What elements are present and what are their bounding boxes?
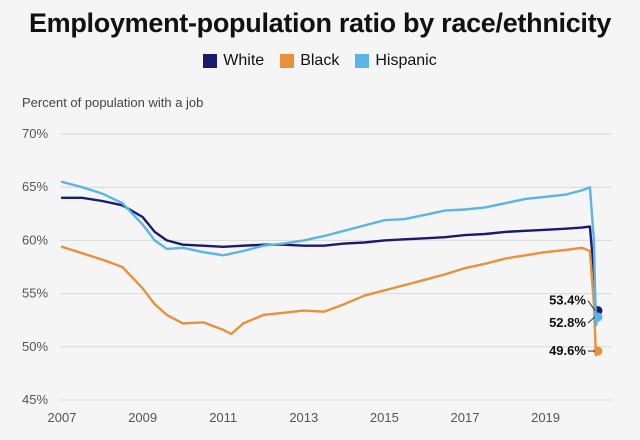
legend-swatch-hispanic (355, 54, 370, 68)
legend-label-hispanic: Hispanic (375, 52, 437, 69)
y-tick-label: 55% (22, 286, 48, 301)
x-tick-label: 2017 (451, 410, 480, 425)
end-label-hispanic: 52.8% (549, 315, 586, 330)
x-tick-label: 2019 (531, 410, 560, 425)
legend-label-white: White (223, 52, 265, 69)
y-tick-label: 65% (22, 179, 48, 194)
end-label-white: 53.4% (549, 293, 586, 308)
chart-title: Employment-population ratio by race/ethn… (28, 8, 612, 38)
legend-item-white: White (203, 52, 264, 70)
x-tick-label: 2007 (48, 410, 77, 425)
y-tick-label: 50% (22, 339, 48, 354)
series-line-white (60, 196, 600, 317)
legend: White Black Hispanic (0, 52, 640, 70)
y-axis-label: Percent of population with a job (22, 95, 204, 110)
series-line-hispanic (60, 180, 600, 327)
series-line-black (60, 245, 600, 357)
legend-item-black: Black (280, 52, 339, 70)
series-lines (60, 180, 603, 357)
legend-swatch-white (203, 54, 218, 68)
axis-ticks: 45% 50% 55% 60% 65% 70% 2007 2009 2011 2013 2015 20… (22, 126, 560, 425)
grid (60, 133, 612, 401)
end-label-connector-white (587, 300, 596, 311)
end-labels: 53.4% 52.8% 49.6% (549, 293, 596, 358)
y-tick-label: 70% (22, 126, 48, 141)
y-tick-label: 45% (22, 392, 48, 407)
end-point-black (593, 346, 603, 356)
x-tick-label: 2009 (128, 410, 157, 425)
legend-item-hispanic: Hispanic (355, 52, 437, 70)
x-tick-label: 2015 (370, 410, 399, 425)
legend-label-black: Black (300, 52, 340, 69)
end-point-hispanic (593, 312, 603, 322)
end-label-connector-hispanic (587, 316, 596, 324)
end-label-black: 49.6% (549, 343, 586, 358)
legend-swatch-black (280, 54, 295, 68)
y-tick-label: 60% (22, 232, 48, 247)
x-tick-label: 2011 (209, 410, 237, 425)
x-tick-label: 2013 (289, 410, 318, 425)
